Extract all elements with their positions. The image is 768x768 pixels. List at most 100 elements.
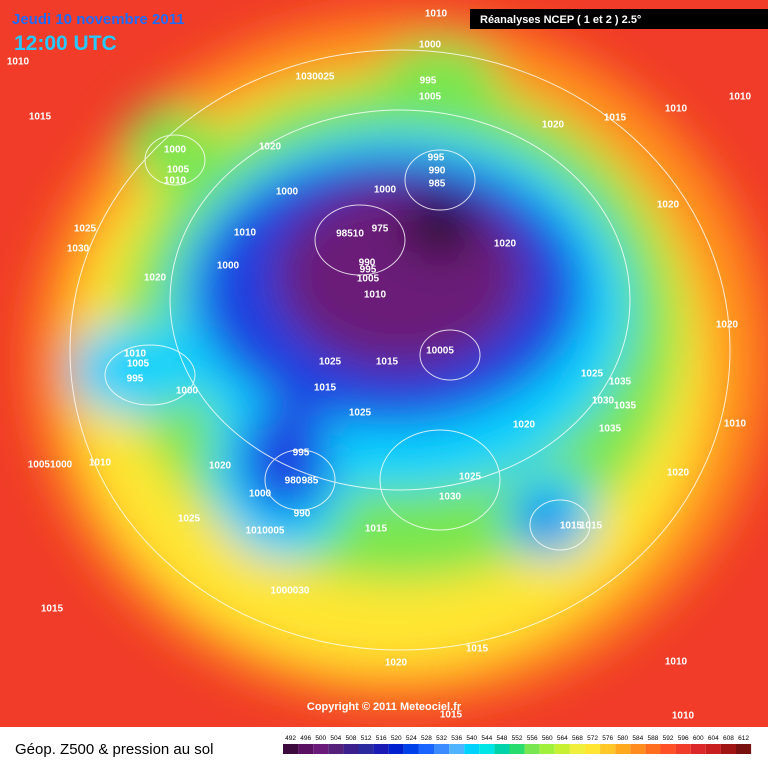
isobar-label: 1005 bbox=[127, 359, 150, 370]
isobar-label: 10005 bbox=[426, 346, 454, 357]
colorbar-tick-label: 532 bbox=[436, 735, 447, 742]
colorbar-swatch bbox=[449, 744, 465, 754]
isobar-label: 1020 bbox=[513, 420, 536, 431]
colorbar-tick-label: 496 bbox=[300, 735, 311, 742]
isobar-label: 1015 bbox=[604, 113, 627, 124]
colorbar-tick-label: 608 bbox=[723, 735, 734, 742]
colorbar-swatch bbox=[494, 744, 510, 754]
isobar-label: 1010 bbox=[672, 711, 695, 722]
isobar-label: 990 bbox=[359, 258, 376, 269]
colorbar-swatch bbox=[690, 744, 706, 754]
colorbar-swatch bbox=[645, 744, 661, 754]
isobar-label: 1010 bbox=[665, 657, 688, 668]
isobar-label: 1035 bbox=[614, 401, 637, 412]
isobar-label: 1020 bbox=[209, 461, 232, 472]
isobar-label: 1025 bbox=[319, 357, 342, 368]
isobar-label: 1010 bbox=[729, 92, 752, 103]
isobar-label: 1005 bbox=[419, 92, 442, 103]
colorbar: 492 496 500 504 508 512 516 520 524 528 532 536 540 5… bbox=[283, 735, 752, 754]
colorbar-tick-label: 540 bbox=[466, 735, 477, 742]
isobar-label: 980 bbox=[285, 476, 302, 487]
colorbar-swatch bbox=[358, 744, 374, 754]
colorbar-tick-label: 500 bbox=[315, 735, 326, 742]
colorbar-swatch bbox=[736, 744, 752, 754]
isobar-label: 1020 bbox=[494, 239, 517, 250]
isobar-label: 1000030 bbox=[271, 586, 310, 597]
isobar-label: 995 bbox=[420, 76, 437, 87]
colorbar-swatch bbox=[539, 744, 555, 754]
colorbar-swatch bbox=[328, 744, 344, 754]
isobar-label: 1000 bbox=[249, 489, 272, 500]
colorbar-swatch bbox=[388, 744, 404, 754]
isobar-label: 1025 bbox=[581, 369, 604, 380]
colorbar-swatch bbox=[720, 744, 736, 754]
isobar-label: 98510 bbox=[336, 229, 364, 240]
colorbar-tick-label: 604 bbox=[708, 735, 719, 742]
isobar-label: 1035 bbox=[599, 424, 622, 435]
isobar-label: 1015 bbox=[560, 521, 583, 532]
isobar-label: 1015 bbox=[41, 604, 64, 615]
isobar-label: 1010 bbox=[724, 419, 747, 430]
isobar-label: 1020 bbox=[259, 142, 282, 153]
isobar-label: 1010 bbox=[89, 458, 112, 469]
isobar-label: 1015 bbox=[314, 383, 337, 394]
colorbar-tick-label: 508 bbox=[346, 735, 357, 742]
isobar-label: 1015 bbox=[29, 112, 52, 123]
colorbar-swatch bbox=[434, 744, 450, 754]
colorbar-tick-label: 552 bbox=[512, 735, 523, 742]
colorbar-swatch bbox=[313, 744, 329, 754]
colorbar-tick-label: 568 bbox=[572, 735, 583, 742]
colorbar-tick-label: 536 bbox=[451, 735, 462, 742]
isobar-label: 1020 bbox=[385, 658, 408, 669]
colorbar-tick-label: 576 bbox=[602, 735, 613, 742]
colorbar-swatch bbox=[569, 744, 585, 754]
colorbar-swatch bbox=[615, 744, 631, 754]
isobar-label: 1015 bbox=[466, 644, 489, 655]
colorbar-swatch bbox=[675, 744, 691, 754]
isobar-label: 1025 bbox=[459, 472, 482, 483]
isobar-label: 1010 bbox=[425, 9, 448, 20]
isobar-label: 1005 bbox=[357, 274, 380, 285]
isobar-label: 1015 bbox=[365, 524, 388, 535]
isobar-label: 1000 bbox=[176, 386, 199, 397]
colorbar-swatch bbox=[705, 744, 721, 754]
colorbar-swatch bbox=[660, 744, 676, 754]
colorbar-tick-label: 512 bbox=[361, 735, 372, 742]
colorbar-tick-label: 544 bbox=[481, 735, 492, 742]
isobar-label: 995 bbox=[360, 265, 377, 276]
isobar-label: 1010 bbox=[364, 290, 387, 301]
colorbar-tick-label: 548 bbox=[497, 735, 508, 742]
date: Jeudi 10 novembre 2011 bbox=[12, 11, 185, 28]
colorbar-tick-label: 580 bbox=[617, 735, 628, 742]
source: Réanalyses NCEP ( 1 et 2 ) 2.5° bbox=[480, 14, 641, 26]
colorbar-tick-label: 572 bbox=[587, 735, 598, 742]
isobars bbox=[69, 49, 731, 651]
colorbar-swatch bbox=[509, 744, 525, 754]
colorbar-tick-label: 596 bbox=[678, 735, 689, 742]
isobar-label: 1010 bbox=[124, 349, 147, 360]
isobar-label: 1020 bbox=[716, 320, 739, 331]
isobar-label: 1025 bbox=[74, 224, 97, 235]
colorbar-tick-label: 504 bbox=[330, 735, 341, 742]
isobar-label: 1020 bbox=[144, 273, 167, 284]
colorbar-swatch bbox=[298, 744, 314, 754]
isobar-label: 1025 bbox=[349, 408, 372, 419]
geopotential-field bbox=[30, 15, 768, 705]
colorbar-swatch bbox=[418, 744, 434, 754]
colorbar-swatch bbox=[403, 744, 419, 754]
isobar-label: 990 bbox=[429, 166, 446, 177]
isobar-label: 995 bbox=[293, 448, 310, 459]
isobar-label: 1000 bbox=[419, 40, 442, 51]
isobar-label: 975 bbox=[372, 224, 389, 235]
colorbar-swatch bbox=[554, 744, 570, 754]
colorbar-swatch bbox=[464, 744, 480, 754]
isobar-label: 995 bbox=[127, 374, 144, 385]
isobar-label: 1035 bbox=[609, 377, 632, 388]
colorbar-tick-label: 600 bbox=[693, 735, 704, 742]
isobar-label: 985 bbox=[429, 179, 446, 190]
colorbar-tick-label: 560 bbox=[542, 735, 553, 742]
colorbar-tick-label: 516 bbox=[376, 735, 387, 742]
copyright: Copyright © 2011 Meteociel.fr bbox=[307, 701, 462, 713]
